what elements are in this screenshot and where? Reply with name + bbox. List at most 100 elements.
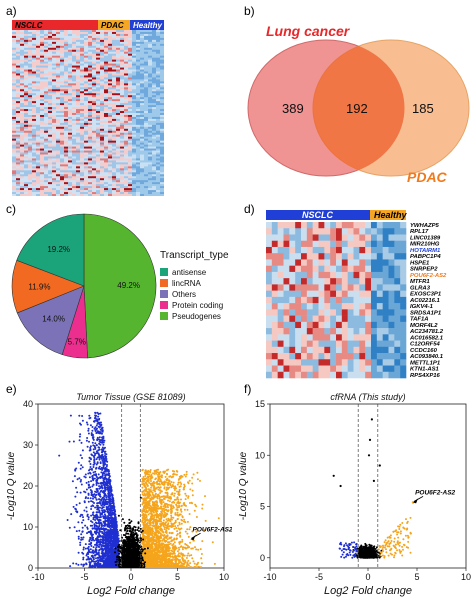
legend-swatch-others (160, 290, 168, 298)
x-tick-label: 10 (461, 572, 471, 582)
legend-title: Transcript_type (160, 250, 229, 261)
volcano-plot-e: -10 -5 0 5 10 0 10 20 30 40 Tumor Tissue (GSE 8108… (6, 392, 232, 597)
group-label-healthy: Healthy (133, 21, 162, 30)
heatmap-a: NSCLC PDAC Healthy (12, 20, 164, 196)
legend-swatch-protein-coding (160, 301, 168, 309)
heatmap-d: NSCLC HealthyYWHAZP5RPL17LINC01389MIR210H… (266, 210, 447, 379)
x-tick-label: -5 (315, 572, 323, 582)
x-tick-label: -5 (80, 572, 88, 582)
gene-label: HOTAIRM1 (410, 248, 440, 254)
group-label-nsclc: NSCLC (15, 21, 43, 30)
heatmap-cells (12, 30, 164, 196)
pie-slice-antisense (16, 213, 85, 287)
legend-swatch-pseudogenes (160, 312, 168, 320)
gene-label: MORF4L2 (410, 323, 438, 329)
panel-label-b: b) (244, 4, 255, 18)
y-tick-label: 30 (23, 440, 33, 450)
y-tick-label: 0 (28, 563, 33, 573)
gene-label: C12ORF54 (410, 342, 441, 348)
group-label-nsclc: NSCLC (302, 210, 333, 220)
legend-entry-others: Others (172, 290, 196, 299)
group-bar-healthy (370, 210, 406, 220)
x-tick-label: 5 (175, 572, 180, 582)
scatter-points (58, 411, 220, 568)
x-tick-label: -10 (263, 572, 276, 582)
gene-label: AC016582.1 (409, 335, 443, 341)
group-label-healthy: Healthy (374, 210, 408, 220)
x-tick-label: 0 (128, 572, 133, 582)
x-axis-label: Log2 Fold change (87, 585, 175, 597)
gene-label: EXOSC3P1 (410, 292, 441, 298)
legend-entry-protein-coding: Protein coding (172, 301, 223, 310)
annotation-label: POU6F2-AS2 (193, 526, 232, 533)
pie-label-lincrna: 11.9% (28, 282, 50, 291)
pie-label-pseudogenes: 49.2% (117, 281, 140, 290)
scatter-points (332, 418, 415, 559)
gene-label: SRDSA1P1 (410, 310, 441, 316)
gene-label: AC234781.2 (409, 329, 444, 335)
x-axis-label: Log2 Fold change (324, 585, 412, 597)
panel-label-c: c) (6, 202, 16, 216)
pie-label-others: 14.0% (42, 315, 65, 324)
gene-label: MTFR1 (410, 279, 430, 285)
gene-label: RPS4XP16 (410, 373, 441, 379)
y-axis-label: -Log10 Q value (238, 451, 249, 520)
group-bar-pdac (98, 20, 130, 30)
venn-label-lung-cancer: Lung cancer (266, 23, 351, 39)
plot-title: cfRNA (This study) (330, 392, 405, 402)
y-tick-label: 15 (255, 399, 265, 409)
gene-label: PABPC1P4 (410, 254, 441, 260)
panel-label-e: e) (6, 382, 17, 396)
gene-label: IGKV4-1 (410, 304, 433, 310)
x-tick-label: 10 (219, 572, 229, 582)
gene-label: RPL17 (410, 229, 429, 235)
gene-label: CCDC160 (410, 348, 438, 354)
y-tick-label: 5 (260, 502, 265, 512)
gene-label: METTL1P1 (410, 360, 440, 366)
panel-label-f: f) (244, 382, 252, 396)
y-axis-label: -Log10 Q value (6, 451, 17, 520)
gene-label: GLRA3 (410, 285, 431, 291)
group-bar-nsclc (12, 20, 98, 30)
x-tick-label: 5 (414, 572, 419, 582)
y-tick-label: 20 (23, 481, 33, 491)
venn-count-right: 185 (412, 101, 434, 116)
pie-label-antisense: 19.2% (47, 245, 70, 254)
venn-diagram: Lung cancer PDAC 389 192 185 (247, 23, 470, 185)
y-tick-label: 0 (260, 553, 265, 563)
gene-label: TAF1A (410, 317, 429, 323)
annotation-label: POU6F2-AS2 (415, 489, 455, 496)
gene-label: SNRPEP2 (410, 267, 438, 273)
x-tick-label: -10 (31, 572, 44, 582)
gene-label: MIR210HG (410, 242, 440, 248)
venn-count-overlap: 192 (346, 101, 368, 116)
gene-label: KTN1-AS1 (410, 367, 439, 373)
heatmap-d-cells (266, 222, 407, 379)
y-tick-label: 40 (23, 399, 33, 409)
legend-entry-pseudogenes: Pseudogenes (172, 312, 221, 321)
gene-label: AC093840.1 (409, 354, 443, 360)
plot-frame (269, 403, 467, 569)
gene-label: HSPE1 (410, 260, 429, 266)
gene-label: LINC01389 (410, 236, 441, 242)
legend-entry-antisense: antisense (172, 268, 207, 277)
pie-label-protein-coding: 5.7% (68, 338, 86, 347)
volcano-plot-f: -10 -5 0 5 10 0 5 10 15 cfRNA (This study) Log2 Fo… (238, 392, 471, 597)
legend-swatch-lincrna (160, 279, 168, 287)
group-label-pdac: PDAC (101, 21, 124, 30)
gene-label: AC02216.1 (409, 298, 440, 304)
venn-label-pdac: PDAC (407, 169, 448, 185)
group-bar-nsclc (266, 210, 370, 220)
pie-slice-pseudogenes (83, 213, 157, 359)
y-tick-label: 10 (23, 522, 33, 532)
gene-label: POU6F2-AS2 (410, 273, 447, 279)
panel-label-d: d) (244, 202, 255, 216)
plot-title: Tumor Tissue (GSE 81089) (76, 392, 185, 402)
x-tick-label: 0 (365, 572, 370, 582)
y-tick-label: 10 (255, 450, 265, 460)
panel-label-a: a) (6, 4, 17, 18)
venn-count-left: 389 (282, 101, 304, 116)
pie-slice-others (16, 285, 85, 355)
legend-swatch-antisense (160, 268, 168, 276)
pie-chart: 49.2% 5.7% 14.0% 11.9% 19.2% Transcript_typea… (11, 213, 229, 359)
